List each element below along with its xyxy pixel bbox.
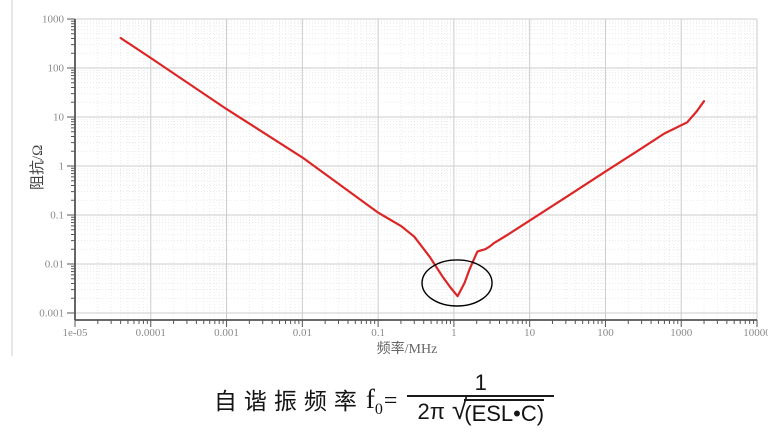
self-resonance-formula: 自谐振频率 f 0 = 1 2π √ (ESL•C) bbox=[0, 360, 768, 438]
svg-text:1000: 1000 bbox=[42, 14, 65, 26]
svg-text:0.1: 0.1 bbox=[50, 210, 64, 222]
axes bbox=[74, 19, 757, 321]
svg-text:10000: 10000 bbox=[743, 327, 768, 339]
formula-radicand: (ESL•C) bbox=[464, 399, 545, 427]
formula-symbol: f 0 = bbox=[365, 383, 398, 418]
svg-text:0.01: 0.01 bbox=[293, 327, 312, 339]
svg-text:0.0001: 0.0001 bbox=[136, 327, 166, 339]
svg-text:10: 10 bbox=[53, 112, 65, 124]
impedance-curve bbox=[119, 36, 706, 298]
grid-minor bbox=[75, 19, 757, 320]
y-tick-labels: 1000 100 10 1 0.1 0.01 0.001 bbox=[39, 14, 64, 320]
formula-numerator: 1 bbox=[474, 370, 487, 396]
svg-text:100: 100 bbox=[597, 327, 614, 339]
grid-major bbox=[74, 18, 758, 320]
svg-text:10: 10 bbox=[524, 327, 536, 339]
dip-highlight-ellipse bbox=[421, 259, 493, 307]
y-axis-title: 阻抗/Ω bbox=[29, 145, 46, 190]
svg-text:1: 1 bbox=[59, 161, 65, 173]
svg-text:100: 100 bbox=[48, 63, 65, 75]
svg-text:0.01: 0.01 bbox=[45, 259, 64, 271]
formula-label: 自谐振频率 bbox=[213, 389, 364, 414]
svg-text:0.001: 0.001 bbox=[214, 327, 239, 339]
x-axis-title: 频率/MHz bbox=[377, 340, 438, 357]
formula-two-pi: 2π bbox=[417, 399, 445, 425]
svg-text:1000: 1000 bbox=[670, 327, 693, 339]
sqrt-expression: √ (ESL•C) bbox=[451, 394, 545, 427]
formula-fraction: 1 2π √ (ESL•C) bbox=[407, 370, 555, 428]
sqrt-icon: √ bbox=[451, 394, 468, 426]
formula-denominator: 2π √ (ESL•C) bbox=[407, 394, 555, 427]
svg-text:1e-05: 1e-05 bbox=[62, 327, 88, 339]
svg-text:0.001: 0.001 bbox=[39, 308, 64, 320]
x-tick-labels: 1e-05 0.0001 0.001 0.01 0.1 1 10 100 1000 10000 bbox=[62, 327, 768, 339]
formula-f: f bbox=[365, 383, 375, 414]
svg-text:0.1: 0.1 bbox=[371, 327, 385, 339]
tick-marks bbox=[67, 18, 758, 327]
equals-sign: = bbox=[383, 387, 398, 414]
impedance-chart: 1e-05 0.0001 0.001 0.01 0.1 1 10 100 1000 1000010… bbox=[11, 0, 768, 357]
svg-text:1: 1 bbox=[451, 327, 457, 339]
